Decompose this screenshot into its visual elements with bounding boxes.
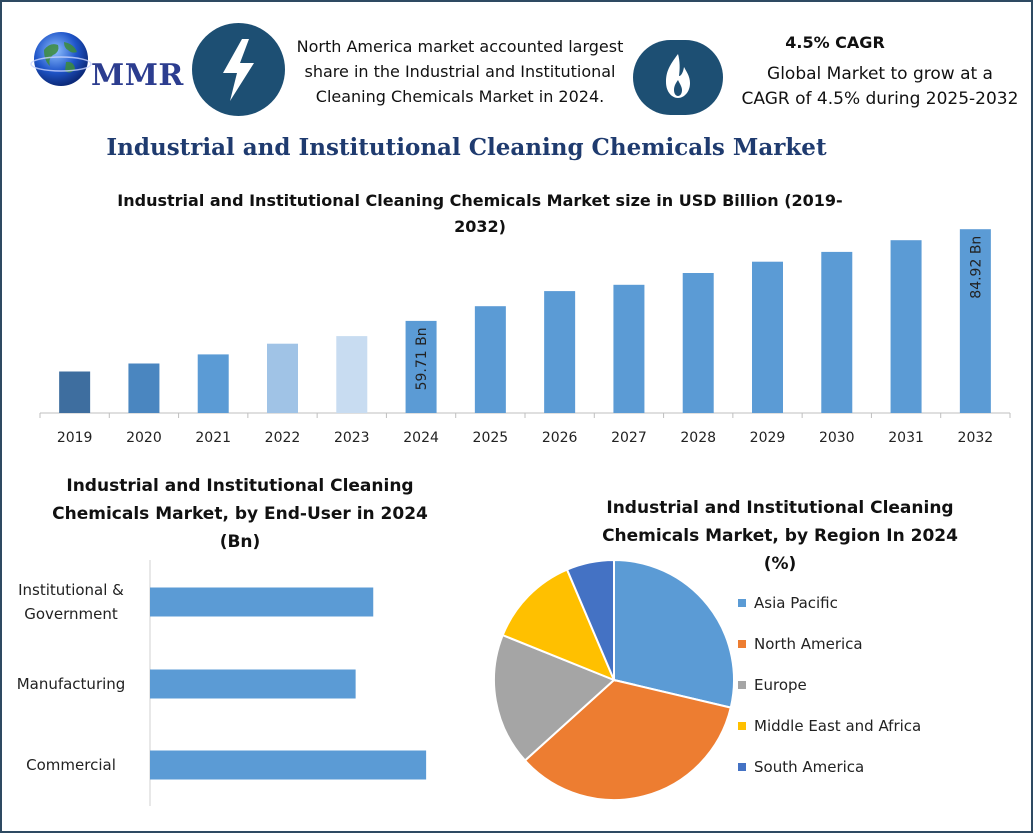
legend-label: South America	[754, 757, 865, 776]
x-tick-label: 2022	[265, 430, 301, 446]
north-america-note: North America market accounted largest s…	[270, 34, 650, 109]
note-line: Global Market to grow at a	[767, 64, 993, 84]
note-line: share in the Industrial and Institutiona…	[304, 62, 616, 81]
x-tick-label: 2032	[958, 430, 994, 446]
bar-2031	[890, 240, 922, 413]
legend-swatch	[738, 762, 746, 771]
x-tick-label: 2026	[542, 430, 578, 446]
x-tick-label: 2019	[57, 430, 93, 446]
title-line: Chemicals Market, by End-User in 2024	[52, 504, 428, 524]
legend-item: Asia Pacific	[738, 582, 921, 623]
title-line: Industrial and Institutional Cleaning Ch…	[117, 191, 843, 210]
bar-2026	[544, 291, 576, 413]
x-tick-label: 2029	[750, 430, 786, 446]
x-tick-label: 2020	[126, 430, 162, 446]
bar-2029	[752, 261, 783, 413]
end-user-bar	[150, 750, 427, 780]
x-tick-label: 2028	[680, 430, 716, 446]
region-chart-title: Industrial and Institutional Cleaning Ch…	[570, 494, 990, 578]
cagr-title: 4.5% CAGR	[785, 33, 885, 52]
legend-item: Europe	[738, 664, 921, 705]
title-line: Industrial and Institutional Cleaning	[66, 476, 414, 496]
legend-item: North America	[738, 623, 921, 664]
legend-item: Middle East and Africa	[738, 705, 921, 746]
title-line: (%)	[763, 554, 797, 574]
legend-swatch	[738, 598, 746, 607]
end-user-category-label: Institutional & Government	[2, 578, 140, 626]
globe-logo-icon	[30, 32, 92, 86]
pie-slice	[523, 678, 732, 801]
title-line: Chemicals Market, by Region In 2024	[602, 526, 958, 546]
pie-slice	[613, 558, 735, 709]
bar-2019	[59, 371, 91, 413]
note-line: North America market accounted largest	[296, 37, 624, 56]
legend-item: South America	[738, 746, 921, 787]
title-line: Industrial and Institutional Cleaning	[606, 498, 954, 518]
category-label-line: Institutional &	[18, 581, 124, 599]
bar-2025	[474, 306, 506, 413]
end-user-chart-title: Industrial and Institutional Cleaning Ch…	[20, 472, 460, 556]
bar-2027	[613, 284, 645, 413]
pie-slice	[493, 633, 616, 762]
note-line: CAGR of 4.5% during 2025-2032	[741, 89, 1019, 109]
x-tick-label: 2024	[403, 430, 439, 446]
end-user-bar	[150, 669, 356, 699]
legend-label: Europe	[754, 675, 807, 694]
bar-2024	[405, 320, 437, 413]
main-title: Industrial and Institutional Cleaning Ch…	[106, 134, 827, 161]
legend-swatch	[738, 639, 746, 648]
x-tick-label: 2027	[611, 430, 647, 446]
bar-2022	[267, 343, 298, 413]
end-user-category-label: Manufacturing	[2, 672, 140, 696]
bar-2023	[336, 336, 368, 413]
pie-slice	[565, 558, 615, 681]
bar-2021	[197, 354, 229, 413]
bar-chart-title: Industrial and Institutional Cleaning Ch…	[90, 188, 870, 240]
legend-label: North America	[754, 634, 863, 653]
legend-label: Asia Pacific	[754, 593, 838, 612]
category-label-line: Manufacturing	[16, 675, 126, 693]
title-line: (Bn)	[219, 532, 261, 552]
bar-data-label: 84.92 Bn	[968, 236, 984, 299]
bar-2030	[821, 251, 853, 413]
x-tick-label: 2021	[195, 430, 231, 446]
pie-slice	[501, 568, 616, 682]
x-tick-label: 2031	[888, 430, 924, 446]
flame-icon	[633, 40, 723, 115]
lightning-bolt-icon	[192, 23, 285, 116]
end-user-bar	[150, 587, 374, 617]
end-user-category-label: Commercial	[2, 753, 140, 777]
title-line: 2032)	[454, 217, 506, 236]
logo-text: MMR	[91, 58, 184, 93]
x-tick-label: 2023	[334, 430, 370, 446]
x-tick-label: 2025	[473, 430, 509, 446]
note-line: Cleaning Chemicals Market in 2024.	[315, 87, 605, 106]
bar-2028	[682, 273, 714, 413]
category-label-line: Commercial	[26, 756, 116, 774]
legend-label: Middle East and Africa	[754, 716, 922, 735]
category-label-line: Government	[24, 605, 118, 623]
bar-2032	[959, 229, 991, 413]
legend-swatch	[738, 680, 746, 689]
cagr-note: Global Market to grow at a CAGR of 4.5% …	[725, 62, 1033, 112]
bar-2020	[128, 363, 160, 413]
legend-swatch	[738, 721, 746, 730]
x-tick-label: 2030	[819, 430, 855, 446]
bar-data-label: 59.71 Bn	[414, 327, 430, 390]
region-legend: Asia Pacific North America Europe Middle Ea…	[738, 582, 921, 787]
